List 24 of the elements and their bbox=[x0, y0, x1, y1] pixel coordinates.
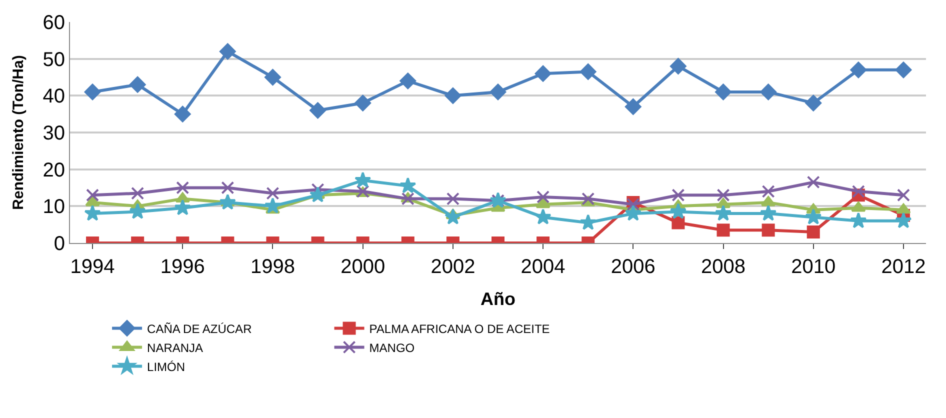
x-axis-title: Año bbox=[480, 289, 516, 310]
y-tick-label: 0 bbox=[54, 233, 65, 255]
legend-label: LIMÓN bbox=[147, 360, 186, 374]
legend-label: MANGO bbox=[369, 340, 415, 355]
y-tick-label: 30 bbox=[42, 122, 65, 144]
x-tick-label: 2006 bbox=[610, 256, 656, 278]
x-tick-label: 2002 bbox=[430, 256, 476, 278]
x-tick-label: 1994 bbox=[70, 256, 115, 278]
y-tick-label: 20 bbox=[42, 159, 65, 182]
legend-label: NARANJA bbox=[147, 340, 204, 355]
x-tick-label: 2004 bbox=[520, 256, 566, 278]
x-tick-label: 2012 bbox=[881, 256, 926, 278]
x-tick-label: 1996 bbox=[160, 256, 205, 278]
y-axis-title: Rendimiento (Ton/Ha) bbox=[10, 55, 27, 210]
x-tick-label: 1998 bbox=[250, 256, 295, 278]
x-tick-label: 2000 bbox=[340, 256, 386, 278]
y-tick-label: 50 bbox=[42, 48, 65, 71]
x-tick-label: 2008 bbox=[701, 256, 746, 278]
x-tick-label: 2010 bbox=[791, 256, 836, 278]
y-tick-label: 10 bbox=[42, 196, 65, 218]
y-tick-label: 60 bbox=[42, 12, 65, 34]
legend-label: PALMA AFRICANA O DE ACEITE bbox=[369, 322, 550, 336]
legend-label: CAÑA DE AZÚCAR bbox=[147, 322, 252, 336]
y-tick-label: 40 bbox=[42, 86, 65, 108]
